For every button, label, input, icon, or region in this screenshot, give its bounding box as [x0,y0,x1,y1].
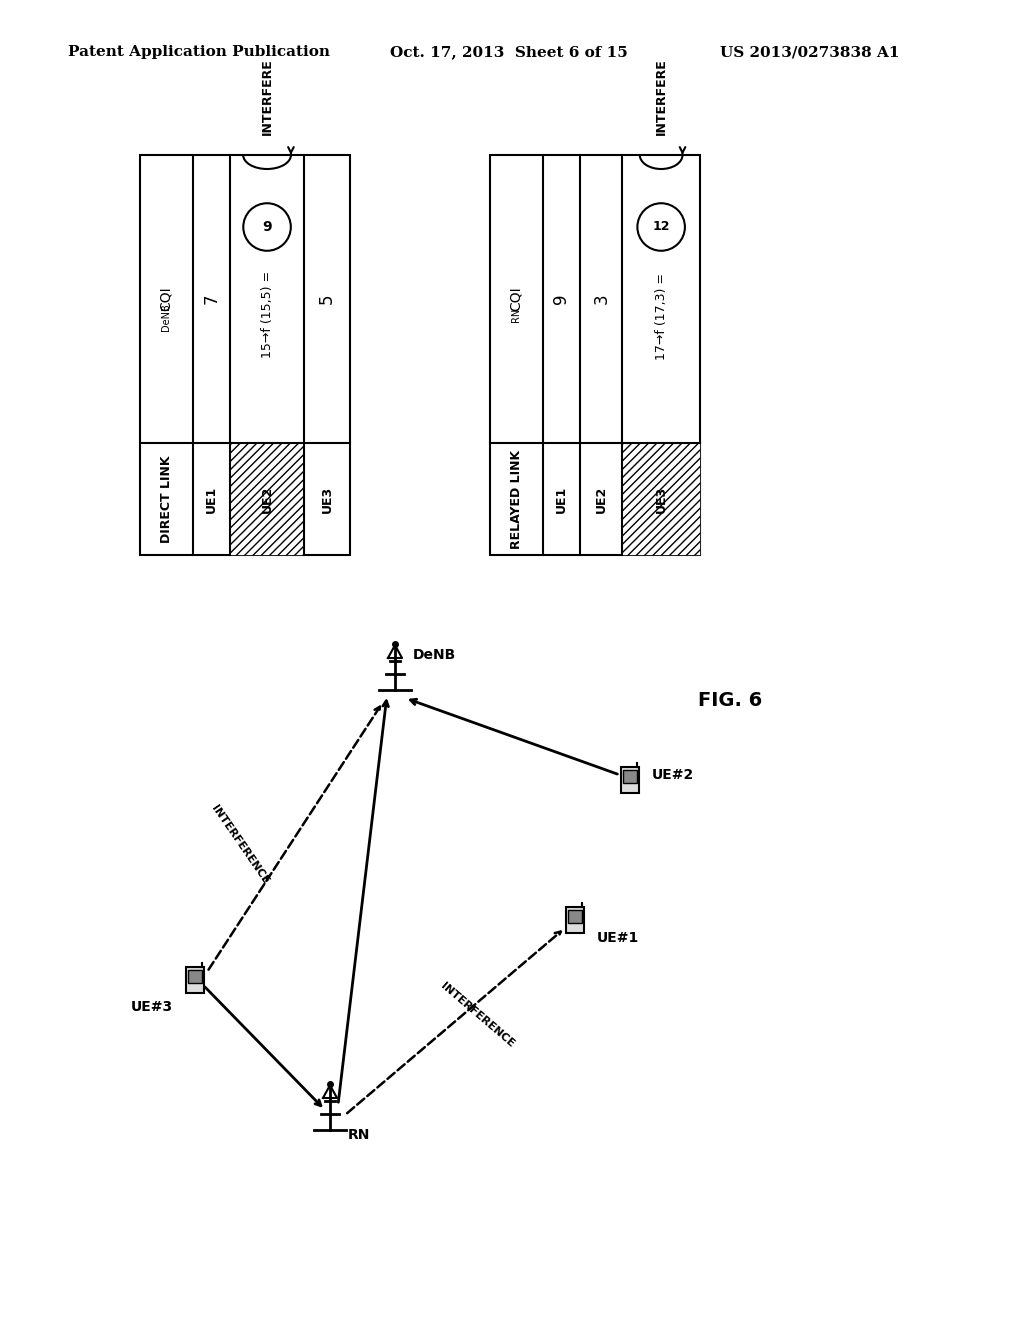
Text: Oct. 17, 2013  Sheet 6 of 15: Oct. 17, 2013 Sheet 6 of 15 [390,45,628,59]
Text: UE2: UE2 [595,486,608,512]
Text: INTERFERENCE: INTERFERENCE [439,981,516,1049]
Text: 15→f (15,5) =: 15→f (15,5) = [260,271,273,358]
Text: UE#2: UE#2 [652,768,694,781]
Text: UE3: UE3 [654,486,668,512]
Text: UE3: UE3 [321,486,334,512]
Bar [490,154,700,554]
Text: DeNB: DeNB [413,648,457,663]
Bar [186,968,204,993]
Text: UE#1: UE#1 [597,931,639,945]
Text: 5: 5 [317,294,336,304]
Text: INTERFERE: INTERFERE [654,58,668,135]
Text: INTERFERE: INTERFERE [260,58,273,135]
Bar [230,444,304,554]
Bar [623,770,637,784]
Text: UE1: UE1 [205,486,218,512]
Text: 9: 9 [262,220,271,234]
Bar [623,444,700,554]
Text: INTERFERENCE: INTERFERENCE [209,804,270,886]
Text: UE1: UE1 [555,486,568,512]
Text: CQI: CQI [509,286,523,312]
Text: DIRECT LINK: DIRECT LINK [160,455,173,543]
Text: 7: 7 [203,294,220,304]
Text: 9: 9 [552,294,570,304]
Text: 3: 3 [592,293,610,305]
Text: RN: RN [511,308,521,322]
Text: RELAYED LINK: RELAYED LINK [510,449,522,549]
Text: 17→f (17,3) =: 17→f (17,3) = [654,273,668,360]
Text: US 2013/0273838 A1: US 2013/0273838 A1 [720,45,899,59]
Text: FIG. 6: FIG. 6 [698,690,762,710]
Bar [566,907,584,933]
Text: UE#3: UE#3 [131,1001,173,1014]
Text: UE2: UE2 [260,486,273,512]
Text: CQI: CQI [160,286,173,312]
Bar [188,970,202,983]
Text: Patent Application Publication: Patent Application Publication [68,45,330,59]
Text: 12: 12 [652,220,670,234]
Text: RN: RN [348,1129,371,1142]
Text: DeNB: DeNB [161,304,171,331]
Bar [621,767,639,792]
Bar [140,154,350,554]
Bar [568,909,582,924]
